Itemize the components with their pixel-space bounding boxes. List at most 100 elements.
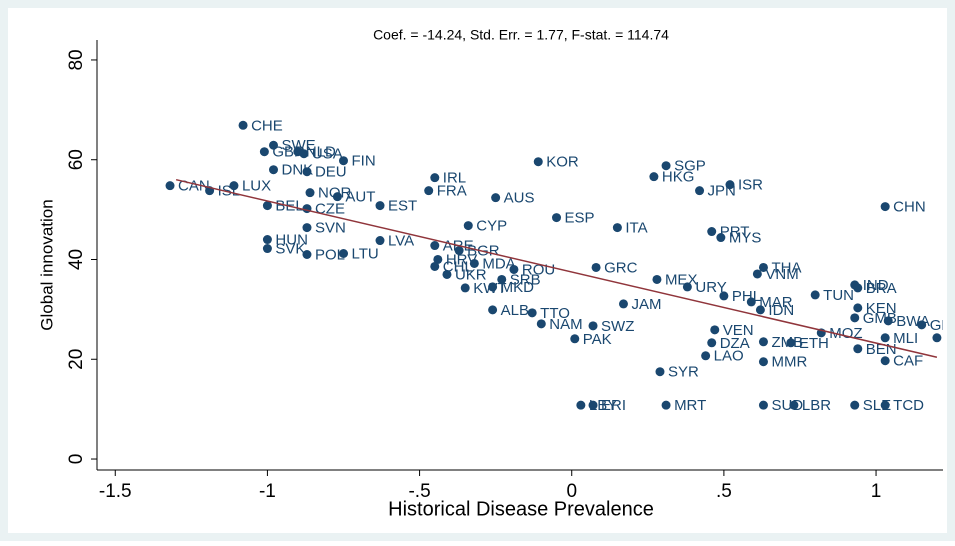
point-label: USA <box>312 146 343 163</box>
point-label: NLD <box>306 144 336 161</box>
point <box>552 213 562 223</box>
point <box>591 262 601 272</box>
point <box>880 400 890 410</box>
point-label: SGP <box>674 158 706 175</box>
point-label: CHN <box>893 199 926 216</box>
point-label: FIN <box>351 153 375 170</box>
point <box>442 269 452 279</box>
point-label: JPN <box>708 183 736 200</box>
point-label: MDA <box>482 255 515 272</box>
x-tick-label: .5 <box>716 481 732 502</box>
point <box>612 223 622 233</box>
point <box>488 305 498 315</box>
point <box>229 181 239 191</box>
point <box>786 338 796 348</box>
point <box>533 157 543 167</box>
point <box>758 357 768 367</box>
point <box>719 291 729 301</box>
y-tick-label: 60 <box>66 149 87 170</box>
point-label: UKR <box>455 266 487 283</box>
point-label: BEN <box>866 341 897 358</box>
point-label: SYR <box>668 364 699 381</box>
point-label: KOR <box>546 154 579 171</box>
point-label: SVN <box>315 220 346 237</box>
point <box>755 305 765 315</box>
point-label: IDN <box>768 302 794 319</box>
point <box>655 367 665 377</box>
point <box>880 202 890 212</box>
point-label: ISR <box>738 177 763 194</box>
point <box>853 303 863 313</box>
point <box>880 333 890 343</box>
chart-title: Coef. = -14.24, Std. Err. = 1.77, F-stat… <box>373 27 669 43</box>
point-label: HRV <box>446 251 477 268</box>
point-label: MAR <box>759 294 793 311</box>
point-label: CHE <box>251 117 283 134</box>
point-label: AUT <box>345 189 375 206</box>
point-label: ALB <box>501 302 529 319</box>
point <box>269 165 279 175</box>
point-label: MEX <box>665 271 698 288</box>
point-label: SUD <box>771 397 803 414</box>
point <box>880 356 890 366</box>
point <box>695 186 705 196</box>
point <box>716 233 726 243</box>
point-label: MMR <box>771 354 807 371</box>
point-label: LVA <box>388 233 414 250</box>
point <box>588 400 598 410</box>
point <box>299 149 309 159</box>
point <box>707 338 717 348</box>
point <box>302 167 312 177</box>
y-tick-label: 20 <box>66 349 87 370</box>
point-label: MLI <box>893 330 918 347</box>
point <box>853 344 863 354</box>
point <box>302 250 312 260</box>
fit-line <box>175 178 938 358</box>
point <box>758 400 768 410</box>
point <box>527 308 537 318</box>
point <box>375 201 385 211</box>
point <box>491 193 501 203</box>
point-label: EST <box>388 198 417 215</box>
point <box>375 236 385 246</box>
point <box>165 181 175 191</box>
y-tick-label: 0 <box>66 454 87 465</box>
point-label: LUX <box>242 178 271 195</box>
point <box>338 156 348 166</box>
point-label: CAF <box>893 353 923 370</box>
point <box>710 325 720 335</box>
point <box>454 246 464 256</box>
point-label: VNM <box>765 266 798 283</box>
plot-area: CHESWEGBRNLDUSAFINDNKDEUCANISLLUXNORAUTB… <box>165 117 943 414</box>
point-label: IRL <box>443 170 466 187</box>
x-tick-label: 0 <box>566 481 577 502</box>
point-label: SWE <box>282 137 316 154</box>
point <box>576 400 586 410</box>
point-label: THA <box>771 259 801 276</box>
point <box>536 319 546 329</box>
point <box>262 201 272 211</box>
point <box>262 235 272 245</box>
y-axis-label: Global innovation <box>37 199 56 330</box>
point <box>850 400 860 410</box>
point <box>305 188 315 198</box>
point <box>262 244 272 254</box>
point-label: HUN <box>275 232 308 249</box>
point <box>661 161 671 171</box>
x-tick-label: -1.5 <box>99 481 132 502</box>
point-label: NAM <box>549 316 582 333</box>
x-tick-label: -.5 <box>408 481 430 502</box>
point <box>460 283 470 293</box>
point-label: PAK <box>583 331 612 348</box>
point <box>682 282 692 292</box>
point <box>570 334 580 344</box>
point <box>332 192 342 202</box>
point-label: CYP <box>476 218 507 235</box>
point <box>430 173 440 183</box>
point-label: ERI <box>601 397 626 414</box>
point-label: JAM <box>631 296 661 313</box>
point <box>463 221 473 231</box>
point <box>752 269 762 279</box>
point <box>850 313 860 323</box>
